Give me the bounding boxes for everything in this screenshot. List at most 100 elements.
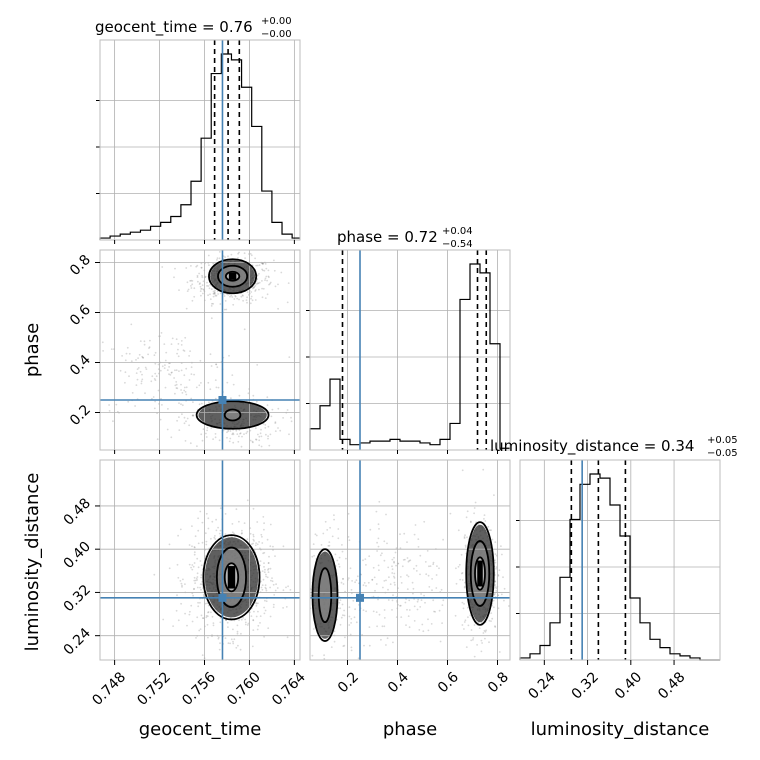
sample-point (250, 615, 253, 617)
sample-point (497, 574, 500, 577)
sample-point (121, 355, 123, 357)
sample-point (375, 583, 378, 585)
sample-point (290, 416, 292, 419)
sample-point (461, 579, 464, 581)
sample-point (487, 525, 490, 528)
sample-point (252, 441, 254, 444)
sample-point (464, 544, 467, 547)
sample-point (193, 551, 196, 554)
sample-point (161, 266, 164, 268)
sample-point (210, 611, 212, 614)
sample-point (212, 302, 215, 305)
sample-point (350, 622, 352, 624)
xtick-label-geocent_time-0: 0.748 (89, 669, 129, 709)
title-phase-minus: −0.54 (442, 239, 473, 250)
sample-point (258, 281, 261, 284)
sample-point (175, 387, 178, 389)
sample-point (189, 610, 191, 613)
sample-point (365, 585, 367, 587)
sample-point (130, 323, 133, 326)
sample-point (236, 297, 239, 300)
sample-point (135, 384, 138, 386)
sample-point (191, 620, 194, 623)
sample-point (183, 374, 186, 377)
sample-point (219, 303, 222, 305)
sample-point (175, 338, 178, 341)
sample-point (175, 609, 178, 612)
contour-phase-luminosity_distance-0-2 (465, 521, 495, 626)
sample-point (268, 283, 270, 286)
sample-point (181, 584, 183, 587)
sample-point (186, 417, 189, 420)
sample-point (219, 642, 221, 645)
sample-point (495, 567, 497, 570)
sample-point (257, 282, 260, 285)
sample-point (495, 590, 498, 592)
sample-point (394, 551, 397, 554)
sample-point (401, 565, 404, 568)
sample-point (212, 290, 215, 293)
sample-point (254, 544, 257, 547)
sample-point (311, 654, 314, 657)
sample-point (470, 521, 472, 524)
sample-point (231, 433, 234, 436)
sample-point (399, 547, 402, 550)
sample-point (197, 566, 200, 569)
sample-point (406, 557, 409, 559)
sample-point (377, 545, 380, 548)
sample-point (341, 544, 343, 546)
sample-point (407, 615, 410, 617)
sample-point (236, 624, 239, 627)
sample-point (474, 501, 477, 504)
sample-point (229, 295, 231, 298)
sample-point (190, 397, 193, 400)
sample-point (245, 299, 248, 301)
sample-point (409, 559, 412, 562)
sample-point (372, 610, 375, 613)
sample-point (250, 254, 253, 257)
sample-point (488, 619, 491, 622)
sample-point (139, 340, 142, 342)
sample-point (345, 557, 347, 560)
sample-point (237, 252, 240, 255)
sample-point (422, 630, 425, 633)
sample-point (427, 629, 430, 632)
sample-point (183, 389, 186, 392)
sample-point (150, 380, 153, 383)
sample-point (282, 417, 284, 419)
sample-point (156, 438, 159, 441)
sample-point (178, 370, 180, 372)
sample-point (177, 343, 180, 345)
sample-point (473, 624, 476, 626)
sample-point (108, 410, 111, 412)
sample-point (265, 275, 268, 278)
sample-point (168, 366, 171, 368)
sample-point (262, 578, 265, 581)
sample-point (461, 624, 464, 626)
sample-point (462, 607, 465, 610)
ytick-label-luminosity_distance-0: 0.24 (61, 625, 94, 658)
sample-point (255, 283, 258, 285)
sample-point (141, 355, 144, 358)
sample-point (270, 579, 272, 582)
sample-point (227, 293, 230, 296)
sample-point (378, 528, 380, 530)
sample-point (484, 630, 487, 633)
ytick-label-luminosity_distance-2: 0.40 (61, 539, 94, 572)
sample-point (232, 432, 234, 435)
sample-point (494, 625, 496, 628)
sample-point (252, 542, 255, 545)
sample-point (320, 544, 323, 546)
sample-point (412, 587, 415, 590)
sample-point (188, 563, 191, 566)
sample-point (464, 619, 467, 622)
sample-point (261, 584, 264, 587)
sample-point (285, 606, 288, 608)
sample-point (198, 283, 201, 285)
sample-point (386, 542, 388, 545)
sample-point (160, 332, 163, 334)
sample-point (282, 607, 284, 609)
sample-point (362, 559, 364, 562)
sample-point (493, 593, 496, 596)
sample-point (206, 285, 208, 287)
